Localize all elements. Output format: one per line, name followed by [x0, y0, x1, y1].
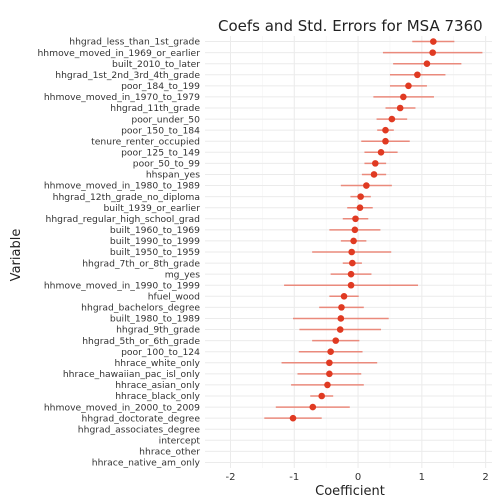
- y-tick-label: hhgrad_regular_high_school_grad: [46, 214, 201, 225]
- y-tick-label: hhrace_native_am_only: [92, 458, 201, 469]
- y-tick-label: poor_150_to_184: [121, 125, 200, 136]
- y-tick-label: hhmove_moved_in_1969_or_earlier: [37, 48, 200, 59]
- y-tick-label: poor_125_to_149: [121, 148, 200, 159]
- coefficient-point: [414, 71, 421, 79]
- y-tick-label: hhgrad_5th_or_6th_grade: [82, 336, 200, 347]
- coefficient-point: [324, 381, 331, 389]
- coefficient-point: [400, 93, 407, 101]
- coefficient-point: [326, 359, 333, 367]
- coefficient-point: [382, 126, 389, 134]
- coefficient-point: [332, 337, 340, 344]
- coefficient-point: [348, 248, 355, 256]
- coefficient-point: [377, 149, 385, 156]
- x-tick-labels: -2 -1 0 1 2: [226, 472, 489, 483]
- x-tick-label: -1: [289, 472, 299, 483]
- x-tick-label: 2: [482, 472, 488, 483]
- y-tick-label: hhgrad_9th_grade: [116, 325, 200, 336]
- y-tick-label: hhspan_yes: [146, 170, 200, 181]
- y-tick-label: hhrace_black_only: [115, 391, 200, 402]
- coefficient-point: [388, 115, 396, 123]
- y-tick-label: hhgrad_associates_degree: [78, 424, 201, 435]
- y-tick-label: built_1950_to_1959: [110, 247, 200, 258]
- y-axis-label: Variable: [9, 229, 24, 282]
- coefficient-point: [340, 293, 348, 300]
- coefficient-point: [430, 38, 437, 45]
- y-tick-label: poor_under_50: [131, 114, 200, 125]
- coefficient-point: [363, 182, 370, 189]
- coefficient-point: [349, 259, 356, 267]
- y-tick-label: hhmove_moved_in_1980_to_1989: [44, 181, 200, 192]
- y-tick-label: hhgrad_12th_grade_no_diploma: [53, 192, 200, 203]
- chart-title: Coefs and Std. Errors for MSA 7360: [218, 17, 483, 35]
- coefficient-point: [347, 281, 355, 289]
- y-tick-label: hhgrad_less_than_1st_grade: [69, 37, 200, 48]
- y-tick-label: hhmove_moved_in_1970_to_1979: [44, 92, 200, 103]
- y-tick-label: built_1960_to_1969: [110, 225, 200, 236]
- y-tick-label: hhmove_moved_in_2000_to_2009: [44, 402, 200, 413]
- y-tick-label: intercept: [159, 436, 201, 447]
- x-tick-label: 0: [355, 472, 361, 483]
- y-tick-label: hhrace_hawaiian_pac_isl_only: [63, 369, 201, 380]
- y-tick-label: hfuel_wood: [148, 292, 200, 303]
- y-tick-label: hhrace_asian_only: [115, 380, 200, 391]
- x-tick-label: 1: [419, 472, 425, 483]
- coefficient-point: [289, 414, 297, 422]
- y-tick-label: poor_100_to_124: [121, 347, 200, 358]
- y-tick-label: built_1939_or_earlier: [103, 203, 200, 214]
- x-axis-label: Coefficient: [315, 484, 385, 499]
- coefficient-point: [357, 193, 364, 200]
- y-tick-label: built_2010_to_later: [112, 59, 200, 70]
- coefficient-point: [327, 348, 334, 355]
- coefficient-point: [405, 82, 412, 90]
- coefficient-point: [371, 160, 379, 167]
- y-tick-label: hhgrad_bachelors_degree: [81, 303, 200, 314]
- y-tick-label: poor_184_to_199: [121, 81, 200, 92]
- y-tick-label: built_1980_to_1989: [110, 314, 200, 325]
- coefficient-point: [423, 60, 431, 67]
- coefficient-point: [382, 137, 389, 145]
- y-tick-label: hhrace_white_only: [114, 358, 200, 369]
- y-tick-label: hhgrad_11th_grade: [110, 103, 200, 114]
- y-tick-label: tenure_renter_occupied: [91, 136, 200, 147]
- coefficient-point: [326, 370, 333, 378]
- coefficient-point: [350, 237, 357, 245]
- coefficient-point: [318, 392, 326, 400]
- coefficient-point: [347, 270, 355, 278]
- y-tick-label: hhgrad_1st_2nd_3rd_4th_grade: [55, 70, 200, 81]
- coefficient-point: [309, 403, 317, 411]
- y-tick-label: hhgrad_doctorate_degree: [82, 413, 201, 424]
- coefficient-point: [337, 315, 345, 322]
- y-tick-label: hhrace_other: [139, 447, 200, 458]
- coefficient-point: [429, 49, 436, 56]
- coefficient-point: [356, 204, 364, 211]
- coefficient-point: [396, 104, 404, 112]
- y-tick-label: hhgrad_7th_or_8th_grade: [82, 258, 200, 269]
- y-tick-label: hhmove_moved_in_1990_to_1999: [44, 280, 200, 291]
- points: [289, 38, 437, 422]
- x-tick-label: -2: [226, 472, 236, 483]
- y-tick-label: poor_50_to_99: [133, 159, 200, 170]
- coefficient-point: [351, 226, 359, 234]
- coefficient-point: [338, 304, 345, 311]
- coefficient-point: [370, 171, 378, 178]
- coefficient-point: [336, 326, 344, 333]
- coefficient-point: [352, 215, 359, 223]
- y-tick-label: built_1990_to_1999: [110, 236, 200, 247]
- y-tick-label: mg_yes: [165, 269, 200, 280]
- y-tick-labels: hhgrad_less_than_1st_gradehhmove_moved_i…: [37, 37, 200, 469]
